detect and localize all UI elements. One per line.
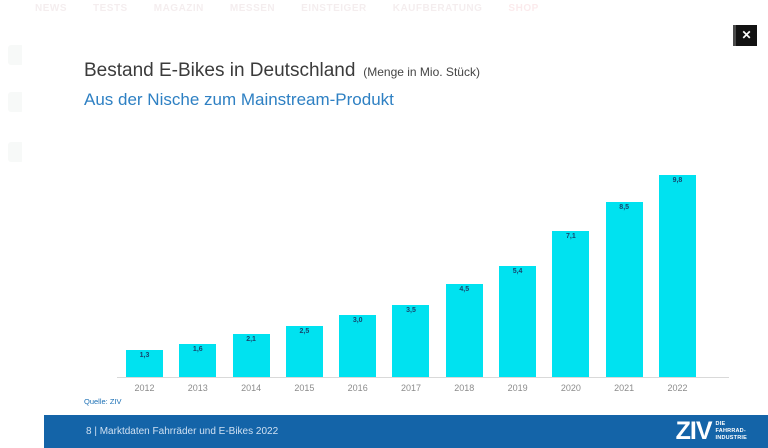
x-tick-label: 2021 [614, 383, 635, 393]
ziv-logo-tagline: DIE FAHRRAD- INDUSTRIE [715, 421, 747, 441]
footer-page-label: 8 | Marktdaten Fahrräder und E-Bikes 202… [86, 426, 279, 437]
bar-value-label: 3,0 [352, 317, 363, 324]
bar-2013: 1,6 [179, 344, 217, 377]
nav-item-magazin[interactable]: MAGAZIN [153, 2, 204, 14]
x-tick-label: 2014 [241, 383, 262, 393]
bar-group-2020: 7,1 2020 [552, 167, 590, 393]
bar-value-label: 1,6 [192, 346, 203, 353]
bar-group-2022: 9,8 2022 [658, 167, 696, 393]
slide-title-note: (Menge in Mio. Stück) [363, 65, 480, 79]
bar-value-label: 3,5 [406, 307, 416, 314]
x-tick-label: 2018 [454, 383, 475, 393]
bar-group-2016: 3,0 2016 [339, 167, 377, 393]
slide-title-row: Bestand E-Bikes in Deutschland (Menge in… [84, 60, 480, 82]
ziv-logo-text: ZIV [675, 417, 713, 445]
bar-value-label: 8,5 [619, 204, 630, 211]
bar-group-2014: 2,1 2014 [232, 167, 270, 393]
nav-item-news[interactable]: NEWS [35, 2, 67, 14]
x-tick-label: 2012 [134, 383, 155, 393]
background-side-widget [8, 142, 24, 162]
bar-2019: 5,4 [499, 266, 537, 377]
background-side-widget [8, 92, 24, 112]
bar-value-label: 1,3 [139, 352, 150, 359]
nav-item-shop[interactable]: SHOP [508, 2, 539, 14]
bar-2012: 1,3 [126, 350, 163, 377]
x-axis-line [117, 377, 729, 378]
bar-2022: 9,8 [658, 175, 696, 377]
x-tick-label: 2020 [560, 383, 581, 393]
bar-group-2012: 1,3 2012 [126, 167, 163, 393]
nav-item-tests[interactable]: TESTS [93, 2, 128, 14]
slide-footer-bar: 8 | Marktdaten Fahrräder und E-Bikes 202… [44, 415, 768, 448]
nav-item-kaufberatung[interactable]: KAUFBERATUNG [392, 2, 483, 14]
slide-title: Bestand E-Bikes in Deutschland [84, 60, 356, 81]
bar-value-label: 7,1 [566, 233, 576, 240]
x-tick-label: 2022 [667, 383, 688, 393]
bar-group-2017: 3,5 2017 [392, 167, 430, 393]
bar-group-2021: 8,5 2021 [605, 167, 643, 393]
bar-chart: 1,3 2012 1,6 2013 2,1 2014 2,5 2015 3,0 2016 3,5 20… [126, 167, 696, 393]
nav-item-einsteiger[interactable]: EINSTEIGER [301, 2, 367, 14]
x-tick-label: 2013 [187, 383, 208, 393]
bar-2021: 8,5 [605, 202, 643, 377]
bar-2018: 4,5 [445, 284, 483, 377]
bar-2017: 3,5 [392, 305, 430, 377]
bar-2020: 7,1 [552, 231, 590, 377]
slide-subtitle: Aus der Nische zum Mainstream-Produkt [84, 90, 394, 109]
bar-group-2013: 1,6 2013 [179, 167, 217, 393]
bar-2015: 2,5 [285, 326, 323, 377]
x-tick-label: 2015 [294, 383, 315, 393]
bar-group-2019: 5,4 2019 [499, 167, 537, 393]
bar-2016: 3,0 [339, 315, 377, 377]
ziv-logo: ZIV DIE FAHRRAD- INDUSTRIE [676, 415, 747, 448]
bar-group-2015: 2,5 2015 [285, 167, 323, 393]
x-tick-label: 2017 [400, 383, 421, 393]
nav-item-messen[interactable]: MESSEN [229, 2, 276, 14]
slide-image: Bestand E-Bikes in Deutschland (Menge in… [22, 20, 768, 448]
bar-group-2018: 4,5 2018 [445, 167, 483, 393]
bar-2014: 2,1 [232, 334, 270, 377]
x-tick-label: 2016 [347, 383, 368, 393]
close-icon[interactable]: ✕ [733, 25, 757, 46]
x-tick-label: 2019 [507, 383, 528, 393]
bar-value-label: 4,5 [459, 286, 470, 293]
bar-value-label: 9,8 [672, 177, 683, 184]
source-note: Quelle: ZIV [84, 397, 122, 406]
background-nav: NEWS TESTS MAGAZIN MESSEN EINSTEIGER KAUFBERA… [35, 2, 768, 14]
background-side-widget [8, 45, 24, 65]
bar-value-label: 2,1 [246, 336, 256, 343]
bar-value-label: 2,5 [299, 328, 310, 335]
bar-value-label: 5,4 [512, 268, 523, 275]
